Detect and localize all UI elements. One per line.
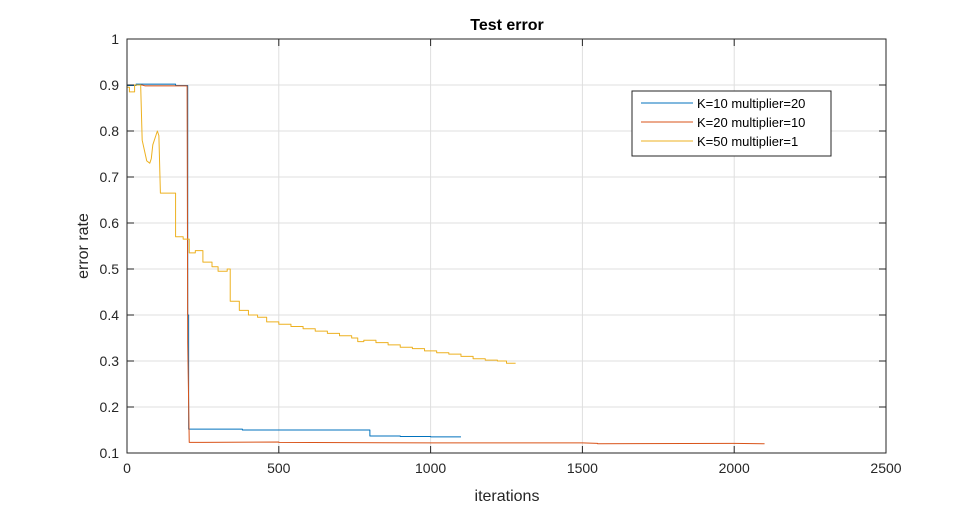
y-tick-label: 0.8: [100, 123, 120, 139]
x-tick-label: 1000: [415, 460, 446, 476]
legend-label-3: K=50 multiplier=1: [697, 134, 798, 149]
legend-items: K=10 multiplier=20 K=20 multiplier=10 K=50…: [641, 96, 805, 149]
y-tick-label: 0.2: [100, 399, 120, 415]
x-tick-label: 0: [123, 460, 131, 476]
y-tick-label: 1: [111, 31, 119, 47]
series-line-3: [127, 84, 516, 364]
axis-tick-labels: 0 500 1000 1500 2000 2500 0.1 0.2 0.3 0.4 0.5 0.6 0.…: [100, 31, 902, 476]
series-line-1: [127, 83, 461, 438]
legend-box: [631, 90, 832, 157]
y-tick-label: 0.7: [100, 169, 120, 185]
y-tick-label: 0.9: [100, 77, 120, 93]
legend: K=10 multiplier=20 K=20 multiplier=10 K=50…: [631, 90, 832, 157]
x-axis-title: iterations: [475, 488, 540, 505]
axis-ticks: [126, 38, 887, 454]
x-tick-label: 2000: [719, 460, 750, 476]
chart-title: Test error: [470, 17, 544, 34]
y-tick-label: 0.4: [100, 307, 120, 323]
x-tick-label: 1500: [567, 460, 598, 476]
y-tick-label: 0.6: [100, 215, 120, 231]
y-tick-label: 0.5: [100, 261, 120, 277]
x-tick-label: 500: [267, 460, 291, 476]
y-tick-label: 0.3: [100, 353, 120, 369]
legend-label-2: K=20 multiplier=10: [697, 115, 805, 130]
legend-label-1: K=10 multiplier=20: [697, 96, 805, 111]
plot-area-frame: [126, 38, 887, 454]
series-lines: [127, 83, 765, 445]
y-axis-title: error rate: [75, 213, 92, 279]
y-tick-label: 0.1: [100, 445, 120, 461]
series-line-2: [127, 84, 765, 445]
grid-lines: [127, 39, 886, 453]
x-tick-label: 2500: [870, 460, 901, 476]
